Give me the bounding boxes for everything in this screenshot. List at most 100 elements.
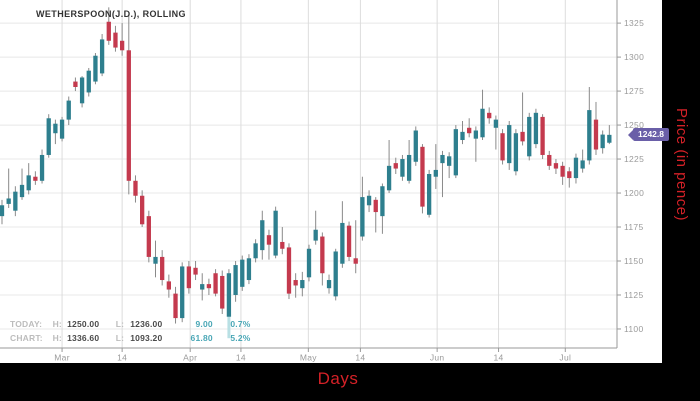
candle-body-up [326, 280, 332, 289]
candle-body-up [26, 175, 31, 191]
chart-title: WETHERSPOON(J.D.), ROLLING [36, 9, 186, 19]
candle-body-up [233, 265, 238, 295]
candle-body-down [346, 225, 352, 257]
y-tick-label: 1125 [624, 290, 643, 300]
candle-body-up [507, 125, 512, 164]
candle-body-down [186, 266, 192, 289]
candle-body-down [547, 154, 552, 166]
candle-body-up [433, 169, 438, 177]
candle-body-up [99, 39, 105, 74]
candle-body-up [253, 243, 258, 259]
candle-body-up [513, 133, 519, 172]
x-tick-label: Jun [430, 353, 445, 363]
candle-body-up [440, 154, 445, 164]
candle-body-down [420, 146, 425, 207]
candle-body-down [560, 165, 565, 177]
candle-body-up [19, 184, 25, 198]
candle-body-up [313, 229, 318, 241]
candle-body-up [493, 119, 499, 128]
candle-body-up [300, 280, 305, 289]
candle-body-up [93, 55, 98, 82]
candle-body-up [360, 197, 365, 237]
candle-body-up [473, 130, 479, 139]
x-tick-label: 14 [117, 353, 127, 363]
candle-body-up [226, 273, 232, 317]
candle-body-up [46, 118, 51, 155]
candle-body-up [580, 160, 585, 169]
candle-body-up [380, 186, 385, 217]
x-tick-label: Mar [54, 353, 70, 363]
candle-body-up [587, 110, 592, 161]
candle-body-up [13, 191, 18, 211]
candle-body-up [527, 116, 532, 157]
candle-body-up [480, 108, 485, 138]
candle-body-up [39, 154, 45, 181]
candle-body-down [113, 32, 118, 48]
y-tick-label: 1150 [624, 256, 643, 266]
candle-body-down [173, 293, 178, 319]
right-axis-panel [662, 0, 700, 401]
current-price-tag: 1242.8 [628, 128, 669, 142]
candle-body-up [306, 248, 312, 278]
candle-body-up [406, 154, 412, 181]
candle-body-down [206, 284, 212, 289]
legend-row-chart: CHART: H: 1336.60 L: 1093.20 61.80 5.2% [10, 332, 270, 346]
candle-body-down [213, 273, 218, 294]
legend-chart-change: 61.80 [190, 332, 213, 343]
legend-low-label: L: [115, 332, 125, 343]
legend-chart-pct: 5.2% [230, 332, 251, 343]
candle-body-down [160, 256, 165, 281]
candle-body-down [467, 127, 472, 134]
candle-body-down [106, 21, 111, 41]
legend-today-change: 9.00 [195, 319, 213, 329]
legend-chart-low: 1093.20 [130, 332, 163, 343]
candle-body-up [413, 130, 418, 162]
candle-body-up [260, 220, 265, 251]
candle-body-up [6, 198, 11, 204]
candle-body-up [400, 159, 405, 177]
x-tick-label: May [300, 353, 317, 363]
candle-body-up [86, 70, 91, 93]
candle-body-up [180, 266, 185, 319]
candle-body-down [146, 216, 151, 257]
candle-body-down [119, 40, 125, 51]
candle-body-up [246, 258, 252, 281]
bottom-axis-panel [0, 363, 700, 401]
candle-body-down [373, 199, 378, 213]
y-tick-label: 1275 [624, 86, 644, 96]
candle-body-up [533, 112, 539, 145]
legend-high-label: H: [52, 319, 62, 329]
legend-today-low: 1236.00 [130, 319, 163, 329]
legend-chart-label: CHART: [10, 332, 43, 343]
legend-chart-high: 1336.60 [67, 332, 100, 343]
x-tick-label: Jul [559, 353, 571, 363]
candle-body-up [79, 77, 85, 104]
y-tick-label: 1325 [624, 18, 644, 28]
candle-body-down [593, 119, 599, 150]
x-tick-label: 14 [355, 353, 365, 363]
candle-body-up [447, 156, 452, 166]
legend-today-pct: 0.7% [230, 319, 251, 329]
candle-body-down [500, 133, 505, 161]
candle-body-up [600, 134, 605, 149]
candle-body-up [66, 100, 71, 120]
candle-body-down [220, 275, 225, 309]
y-tick-label: 1225 [624, 154, 644, 164]
candle-body-up [366, 195, 372, 206]
candle-body-up [340, 222, 345, 264]
y-tick-label: 1300 [624, 52, 644, 62]
candle-body-down [293, 280, 298, 286]
candle-body-down [393, 163, 398, 169]
candle-body-up [573, 157, 579, 179]
candle-body-down [567, 171, 572, 179]
legend-row-today: TODAY: H: 1250.00 L: 1236.00 9.00 0.7% [10, 318, 270, 332]
y-tick-label: 1175 [624, 222, 643, 232]
x-tick-label: 14 [236, 353, 246, 363]
candle-body-up [386, 165, 392, 191]
legend-low-label: L: [115, 319, 125, 329]
x-tick-label: 14 [494, 353, 504, 363]
y-tick-label: 1200 [624, 188, 644, 198]
candle-body-down [73, 81, 78, 87]
